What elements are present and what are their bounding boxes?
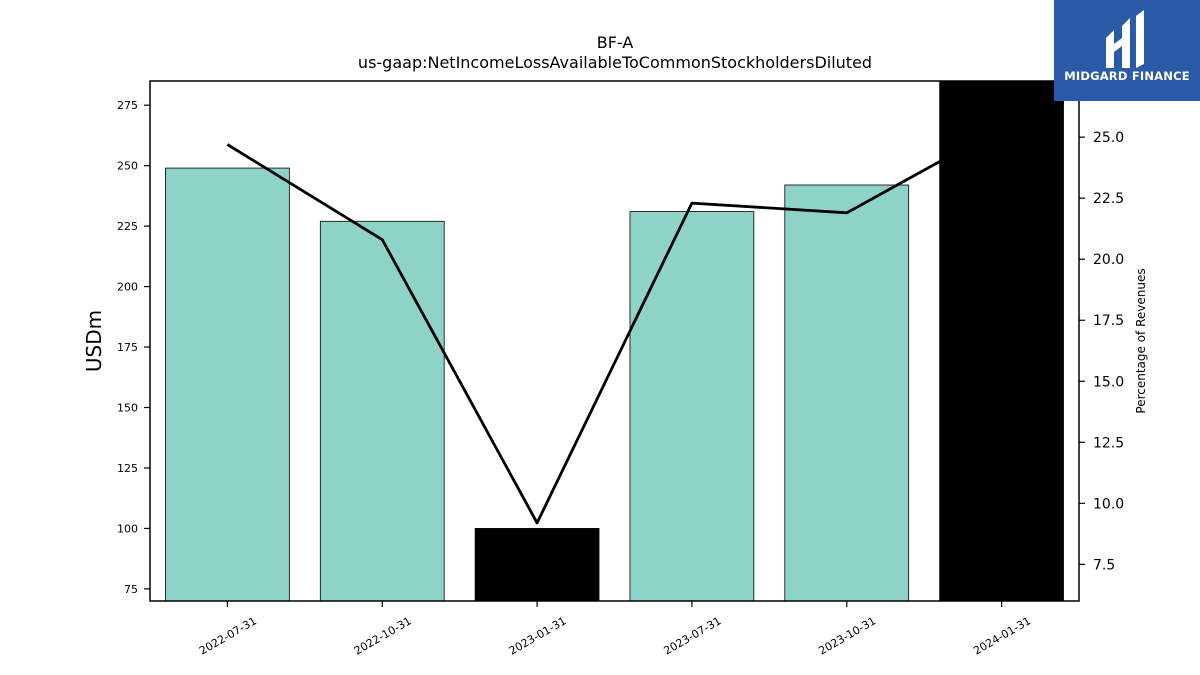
midgard-logo-icon: [1106, 10, 1144, 68]
bar-2022-07-31: [165, 167, 290, 602]
y-tick-label: 175: [117, 341, 138, 354]
y-tick-label: 200: [117, 281, 138, 294]
x-tick-label: 2024-01-31: [971, 614, 1033, 657]
brand-name: MIDGARD FINANCE: [1064, 69, 1190, 83]
y-tick-label: 275: [117, 99, 138, 112]
y2-tick-label: 10.0: [1093, 496, 1124, 512]
bar-2023-01-31: [474, 528, 600, 602]
y2-axis-label: Percentage of Revenues: [1134, 268, 1148, 413]
y-tick-label: 75: [124, 583, 138, 596]
x-tick-label: 2023-01-31: [507, 614, 569, 657]
line-group: [226, 126, 1003, 525]
left-axis-ticks: 75 100 125 150 175 200 225 250 275: [117, 99, 150, 596]
chart-subtitle: us-gaap:NetIncomeLossAvailableToCommonSt…: [358, 53, 872, 72]
bars-group: [165, 80, 1064, 602]
y2-tick-label: 20.0: [1093, 252, 1124, 268]
x-tick-label: 2023-07-31: [662, 614, 724, 657]
y2-tick-label: 12.5: [1093, 435, 1124, 451]
y2-tick-label: 17.5: [1093, 313, 1124, 329]
y-tick-label: 100: [117, 522, 138, 535]
bar-2023-10-31: [784, 184, 910, 602]
bar-2022-10-31: [319, 220, 445, 602]
y-tick-label: 250: [117, 160, 138, 173]
y2-tick-label: 25.0: [1093, 130, 1124, 146]
brand-logo: MIDGARD FINANCE: [1054, 0, 1200, 101]
line-series: [226, 126, 1003, 525]
x-tick-label: 2023-10-31: [816, 614, 878, 657]
x-tick-label: 2022-10-31: [352, 614, 414, 657]
x-axis-ticks: 2022-07-31 2022-10-31 2023-01-31 2023-07-31…: [197, 601, 1033, 658]
chart-title: BF-A: [597, 33, 634, 52]
y2-tick-label: 22.5: [1093, 191, 1124, 207]
right-axis-ticks: 7.5 10.0 12.5 15.0 17.5 20.0 22.5 25.0: [1079, 130, 1124, 573]
y-tick-label: 150: [117, 402, 138, 415]
y-axis-label: USDm: [82, 310, 106, 372]
x-tick-label: 2022-07-31: [197, 614, 259, 657]
bar-2023-07-31: [629, 211, 755, 602]
y-tick-label: 225: [117, 220, 138, 233]
y-tick-label: 125: [117, 462, 138, 475]
plot-frame: [149, 80, 1080, 602]
bar-2024-01-31: [939, 80, 1064, 602]
y2-tick-label: 15.0: [1093, 374, 1124, 390]
y2-tick-label: 7.5: [1093, 557, 1115, 573]
